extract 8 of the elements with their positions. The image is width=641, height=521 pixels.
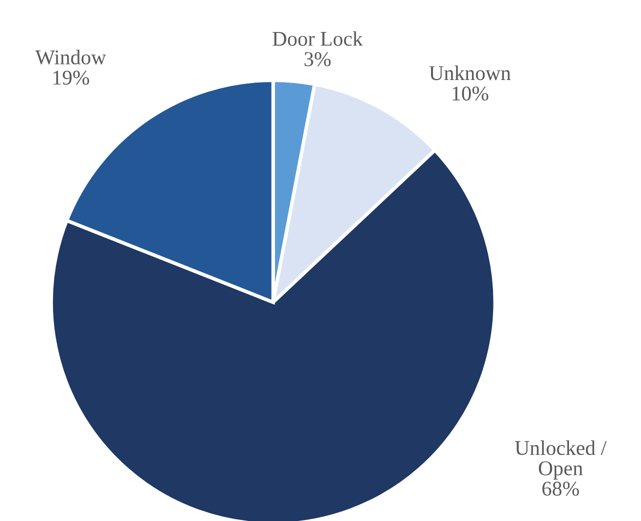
data-label: 19% bbox=[53, 70, 90, 85]
data-label: 68% bbox=[542, 482, 579, 496]
data-label: 10% bbox=[452, 86, 488, 101]
slice-label: Door Lock bbox=[272, 31, 363, 46]
slice-label: Window bbox=[35, 50, 106, 65]
data-label: 3% bbox=[304, 52, 331, 66]
slice-label: Unlocked / Open bbox=[515, 440, 607, 480]
slice-label: Unknown bbox=[429, 66, 511, 80]
